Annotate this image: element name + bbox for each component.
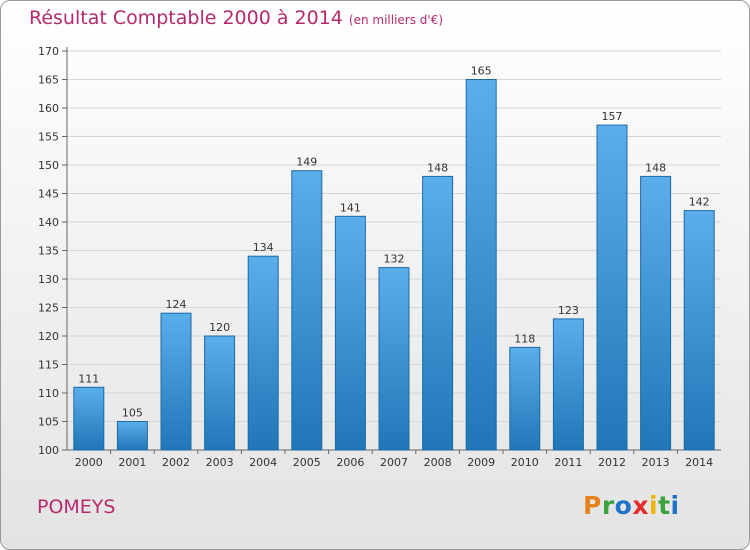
data-label-2008: 148 (427, 161, 448, 174)
bar-2000 (73, 386, 105, 451)
data-label-2001: 105 (122, 407, 143, 420)
data-label-2011: 123 (558, 304, 579, 317)
x-tick-label: 2002 (162, 456, 190, 469)
bar-2014 (683, 210, 715, 451)
data-label-2012: 157 (602, 110, 623, 123)
data-label-2014: 142 (689, 196, 710, 209)
chart-title: Résultat Comptable 2000 à 2014 (en millie… (29, 7, 443, 29)
chart-title-main: Résultat Comptable 2000 à 2014 (29, 7, 343, 29)
x-tick-label: 2003 (206, 456, 234, 469)
data-label-2004: 134 (253, 241, 274, 254)
data-label-2013: 148 (645, 161, 666, 174)
data-label-2009: 165 (471, 65, 492, 78)
data-label-2006: 141 (340, 201, 361, 214)
y-tick-label: 145 (38, 188, 59, 201)
y-tick-label: 155 (38, 131, 59, 144)
data-label-2005: 149 (296, 156, 317, 169)
logo-letter: P (583, 491, 602, 520)
x-tick-label: 2006 (336, 456, 364, 469)
bar-2004 (247, 255, 279, 451)
data-label-2002: 124 (166, 298, 187, 311)
bar-2007 (378, 267, 410, 451)
bar-2009 (465, 79, 497, 451)
x-tick-label: 2009 (467, 456, 495, 469)
data-label-2000: 111 (78, 372, 99, 385)
chart-title-unit: (en milliers d'€) (348, 13, 444, 27)
y-tick-label: 125 (38, 302, 59, 315)
x-tick-label: 2000 (75, 456, 103, 469)
proxiti-logo: Proxiti (583, 491, 680, 520)
x-tick-label: 2004 (249, 456, 277, 469)
y-tick-label: 120 (38, 330, 59, 343)
y-tick-label: 110 (38, 387, 59, 400)
y-tick-label: 165 (38, 74, 59, 87)
bar-2001 (116, 421, 148, 451)
bar-2008 (422, 175, 454, 451)
bar-2012 (596, 124, 628, 451)
city-name: POMEYS (37, 496, 116, 518)
logo-letter: r (601, 491, 615, 520)
bar-2002 (160, 312, 192, 451)
bar-2005 (291, 170, 323, 451)
y-tick-label: 170 (38, 45, 59, 58)
data-label-2003: 120 (209, 321, 230, 334)
bar-2010 (509, 346, 541, 451)
y-tick-label: 115 (38, 359, 59, 372)
data-labels: 111 105 124 120 134 149 141 132 148 165 118 123 157 1… (78, 65, 709, 420)
x-tick-label: 2011 (554, 456, 582, 469)
x-tick-label: 2010 (511, 456, 539, 469)
data-label-2007: 132 (384, 253, 405, 266)
x-tick-label: 2012 (598, 456, 626, 469)
y-tick-label: 100 (38, 444, 59, 457)
logo-letter: i (670, 491, 680, 520)
y-tick-label: 130 (38, 273, 59, 286)
data-label-2010: 118 (514, 332, 535, 345)
logo-letter: x (632, 491, 649, 520)
bar-2003 (204, 335, 236, 451)
x-tick-label: 2014 (685, 456, 713, 469)
y-tick-label: 160 (38, 102, 59, 115)
logo-letter: t (658, 491, 671, 520)
y-tick-label: 105 (38, 416, 59, 429)
y-tick-label: 135 (38, 245, 59, 258)
x-tick-label: 2008 (424, 456, 452, 469)
y-tick-label: 140 (38, 216, 59, 229)
bar-2013 (640, 175, 672, 451)
y-tick-label: 150 (38, 159, 59, 172)
bars (73, 79, 715, 451)
logo-letter: i (649, 491, 659, 520)
bar-2006 (334, 215, 366, 451)
x-tick-label: 2001 (118, 456, 146, 469)
logo-letter: o (614, 491, 633, 520)
x-tick-label: 2013 (642, 456, 670, 469)
bar-2011 (552, 318, 584, 451)
x-tick-label: 2005 (293, 456, 321, 469)
x-tick-label: 2007 (380, 456, 408, 469)
